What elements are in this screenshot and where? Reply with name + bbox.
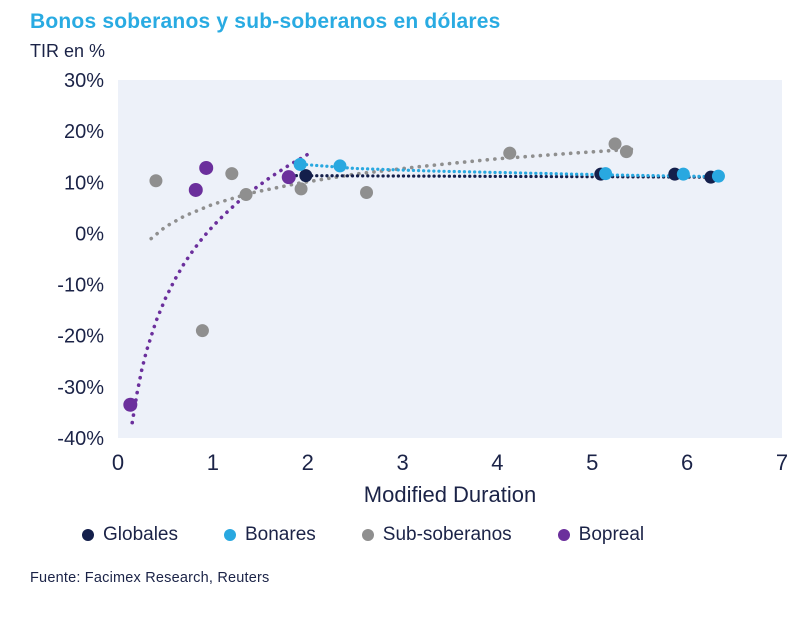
x-tick-label: 3 — [396, 450, 408, 475]
data-point-sub-soberanos — [294, 182, 308, 196]
data-point-bopreal — [188, 182, 203, 197]
x-tick-label: 0 — [112, 450, 124, 475]
legend-item-globales: Globales — [82, 524, 178, 546]
data-point-sub-soberanos — [608, 137, 622, 151]
y-axis-title: TIR en % — [30, 41, 106, 61]
legend-label-globales: Globales — [103, 524, 178, 545]
legend-label-bonares: Bonares — [245, 524, 316, 545]
data-point-bopreal — [123, 397, 138, 412]
y-tick-label: 30% — [64, 70, 104, 92]
data-point-bopreal — [199, 160, 214, 175]
data-point-sub-soberanos — [149, 174, 163, 188]
legend-dot-sub-soberanos — [361, 529, 374, 541]
x-tick-label: 2 — [302, 450, 314, 475]
x-tick-label: 1 — [207, 450, 219, 475]
y-tick-label: 10% — [64, 172, 104, 194]
x-tick-label: 6 — [681, 450, 693, 475]
x-axis-label: Modified Duration — [363, 482, 537, 507]
chart-title: Bonos soberanos y sub-soberanos en dólar… — [30, 10, 501, 33]
data-point-globales — [299, 169, 313, 183]
data-point-sub-soberanos — [619, 145, 633, 159]
data-point-sub-soberanos — [503, 146, 517, 160]
y-tick-label: 0% — [75, 223, 104, 245]
data-point-bonares — [676, 167, 690, 181]
x-tick-label: 7 — [776, 450, 788, 475]
legend-dot-globales — [82, 529, 94, 541]
y-tick-label: -40% — [57, 428, 104, 450]
data-point-sub-soberanos — [195, 324, 209, 338]
legend-item-bopreal: Bopreal — [557, 524, 645, 546]
y-tick-label: -20% — [57, 326, 104, 348]
data-point-sub-soberanos — [239, 188, 253, 202]
legend-label-bopreal: Bopreal — [578, 524, 645, 545]
x-tick-label: 4 — [491, 450, 503, 475]
data-point-bopreal — [281, 170, 296, 185]
legend-label-sub-soberanos: Sub-soberanos — [382, 524, 512, 545]
source-note: Fuente: Facimex Research, Reuters — [30, 570, 270, 586]
y-tick-label: -30% — [57, 377, 104, 399]
data-point-bonares — [333, 159, 347, 173]
y-tick-label: -10% — [57, 275, 104, 297]
legend-item-bonares: Bonares — [224, 524, 316, 546]
scatter-chart: 30% 20% 10% 0% -10% -20% -30% -40% 0 1 2 3 4 5 6 7 — [57, 70, 788, 475]
chart-legend: Globales Bonares Sub-soberanos Bopreal — [30, 524, 800, 546]
legend-dot-bonares — [224, 529, 236, 541]
chart-card: Bonos soberanos y sub-soberanos en dólar… — [30, 10, 800, 586]
data-point-sub-soberanos — [360, 186, 374, 200]
data-point-bonares — [599, 167, 613, 181]
data-point-sub-soberanos — [225, 167, 239, 181]
legend-item-sub-soberanos: Sub-soberanos — [361, 524, 512, 546]
trendline-bopreal — [130, 149, 315, 425]
data-point-bonares — [293, 157, 307, 171]
plot-area — [118, 80, 782, 438]
x-tick-label: 5 — [586, 450, 598, 475]
trendline-bonares — [294, 162, 721, 179]
y-tick-label: 20% — [64, 121, 104, 143]
legend-dot-bopreal — [557, 529, 570, 541]
data-point-bonares — [711, 169, 725, 183]
